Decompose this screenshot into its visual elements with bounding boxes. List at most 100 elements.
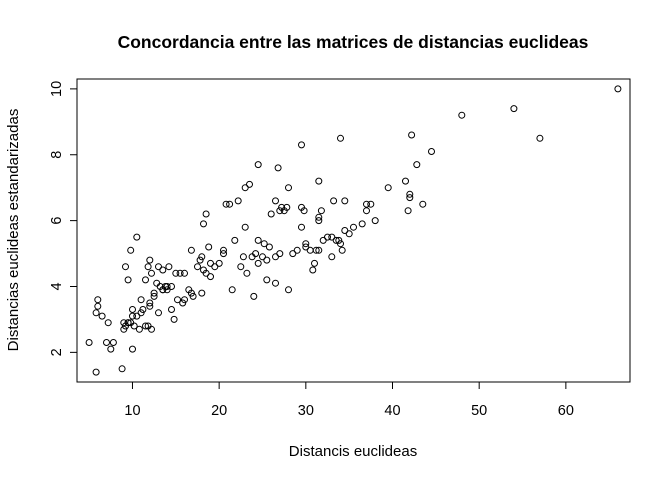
data-point [181, 269, 188, 277]
data-point [94, 296, 102, 304]
data-point [92, 309, 100, 317]
data-point [341, 197, 349, 205]
data-point [276, 250, 284, 258]
data-point [139, 306, 147, 313]
x-tick-label: 40 [384, 403, 400, 419]
data-point [239, 253, 247, 261]
data-point [146, 302, 154, 310]
data-point [536, 134, 544, 142]
data-point [200, 266, 207, 274]
data-point [312, 246, 320, 254]
x-tick-label: 50 [471, 403, 487, 419]
data-point [146, 256, 154, 264]
data-point [315, 217, 323, 225]
data-point [345, 230, 353, 238]
data-point [428, 148, 435, 155]
data-point [338, 246, 346, 254]
data-point [228, 286, 236, 294]
data-point [285, 184, 292, 192]
data-point [237, 263, 245, 271]
data-point [127, 246, 135, 254]
data-point [215, 259, 223, 267]
data-point [413, 161, 421, 169]
data-point [350, 223, 357, 231]
data-point [92, 368, 100, 376]
data-point [263, 276, 271, 284]
data-point [122, 263, 129, 271]
data-point [246, 180, 253, 188]
data-point [129, 345, 136, 353]
y-tick-label: 8 [49, 151, 65, 159]
data-point [144, 263, 152, 271]
data-point [315, 177, 323, 185]
data-points [85, 85, 622, 376]
data-point [187, 289, 195, 297]
data-point [252, 250, 260, 258]
data-point [260, 240, 268, 248]
data-point [226, 200, 234, 208]
data-point [137, 309, 145, 317]
x-tick-label: 60 [558, 403, 574, 419]
data-point [614, 85, 622, 93]
data-point [181, 296, 188, 304]
data-point [241, 184, 249, 192]
data-point [406, 190, 414, 198]
data-point [311, 259, 318, 267]
data-point [129, 306, 136, 313]
data-point [328, 253, 336, 261]
data-point [174, 296, 181, 304]
data-point [289, 250, 297, 258]
data-point [263, 256, 271, 264]
data-point [272, 253, 279, 261]
data-point [328, 233, 336, 241]
data-point [207, 259, 214, 267]
data-point [330, 197, 338, 205]
data-point [159, 286, 167, 294]
data-point [211, 263, 219, 271]
data-point [402, 177, 409, 185]
data-point [124, 319, 132, 327]
data-point [187, 246, 195, 254]
data-point [142, 276, 149, 284]
data-point [155, 263, 162, 271]
data-point [358, 220, 366, 228]
data-point [198, 253, 206, 261]
data-point [510, 105, 518, 113]
data-point [276, 207, 284, 215]
data-point [309, 266, 317, 274]
data-point [94, 302, 102, 310]
data-point [222, 200, 230, 208]
data-point [118, 365, 126, 373]
data-point [163, 286, 171, 294]
data-point [337, 240, 344, 248]
x-axis: 10 20 30 40 50 60 [124, 381, 574, 419]
data-point [458, 111, 466, 119]
x-tick-label: 10 [124, 403, 140, 419]
y-tick-label: 10 [49, 81, 65, 97]
data-point [150, 289, 158, 297]
data-point [298, 141, 305, 149]
x-tick-label: 20 [211, 403, 227, 419]
data-point [176, 269, 184, 277]
data-point [207, 273, 214, 281]
data-point [200, 220, 207, 228]
data-point [302, 240, 310, 248]
data-point [272, 279, 279, 287]
y-axis-label: Distancias euclideas estandarizadas [5, 109, 22, 352]
data-point [129, 312, 136, 320]
y-tick-label: 2 [49, 348, 65, 356]
data-point [142, 322, 149, 330]
data-point [170, 315, 178, 323]
data-point [150, 292, 158, 300]
data-point [324, 233, 331, 241]
data-point [135, 325, 143, 333]
data-point [241, 223, 249, 231]
data-point [137, 296, 145, 304]
data-point [341, 227, 349, 234]
data-point [254, 259, 262, 267]
data-point [133, 233, 141, 241]
data-point [103, 339, 110, 346]
data-point [254, 161, 262, 169]
data-point [293, 246, 301, 254]
